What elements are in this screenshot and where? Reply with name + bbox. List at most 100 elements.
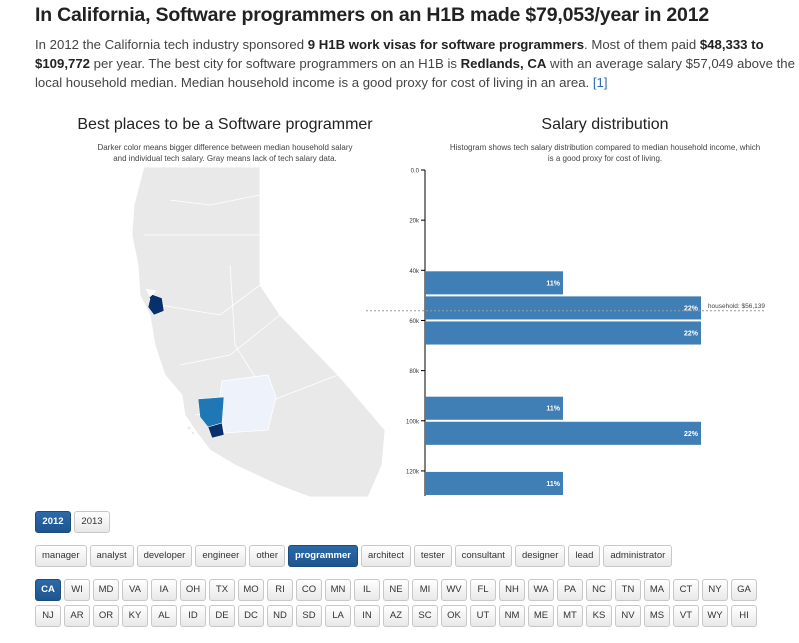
state-button-il[interactable]: IL (354, 579, 380, 601)
bar-label: 22% (684, 331, 699, 338)
state-button-az[interactable]: AZ (383, 605, 409, 627)
state-button-nj[interactable]: NJ (35, 605, 61, 627)
state-button-nd[interactable]: ND (267, 605, 293, 627)
state-button-ut[interactable]: UT (470, 605, 496, 627)
state-button-wa[interactable]: WA (528, 579, 554, 601)
bar-label: 11% (546, 280, 560, 287)
job-button-analyst[interactable]: analyst (89, 545, 134, 567)
state-button-md[interactable]: MD (93, 579, 119, 601)
intro-best-city: Redlands, CA (460, 56, 547, 71)
state-button-in[interactable]: IN (354, 605, 380, 627)
histogram-subtitle: Histogram shows tech salary distribution… (420, 142, 790, 164)
state-button-id[interactable]: ID (180, 605, 206, 627)
job-button-administrator[interactable]: administrator (603, 545, 673, 567)
state-selector-row1: CA WI MD VA IA OH TX MO RI CO MN IL NE MI WV FL NH WA PA NC… (35, 579, 757, 601)
state-button-wi[interactable]: WI (64, 579, 90, 601)
state-button-ne[interactable]: NE (383, 579, 409, 601)
map-subtitle: Darker color means bigger difference bet… (60, 142, 390, 164)
state-button-al[interactable]: AL (151, 605, 177, 627)
riverside-county (207, 422, 225, 439)
y-tick-label: 60k (409, 319, 420, 325)
bar-label: 22% (684, 305, 699, 312)
y-tick-label: 0.0 (411, 169, 420, 175)
y-tick-label: 80k (409, 369, 420, 375)
state-button-nv[interactable]: NV (615, 605, 641, 627)
year-button-2013[interactable]: 2013 (74, 511, 110, 533)
state-button-vt[interactable]: VT (673, 605, 699, 627)
state-button-tx[interactable]: TX (209, 579, 235, 601)
state-button-nh[interactable]: NH (499, 579, 525, 601)
state-button-mt[interactable]: MT (557, 605, 583, 627)
job-button-tester[interactable]: tester (413, 545, 452, 567)
state-button-ma[interactable]: MA (644, 579, 670, 601)
state-button-ia[interactable]: IA (151, 579, 177, 601)
bar-label: 11% (546, 406, 560, 413)
state-button-tn[interactable]: TN (615, 579, 641, 601)
intro-visa-count: 9 H1B work visas for software programmer… (307, 37, 585, 52)
state-button-wv[interactable]: WV (441, 579, 467, 601)
bay-area-peninsula (145, 288, 157, 298)
state-button-mo[interactable]: MO (238, 579, 264, 601)
salary-histogram: 0.0 20k 40k 60k 80k 100k 120k 11% 22% 22% 11% 22% 11… (366, 169, 766, 496)
map-title: Best places to be a Software programmer (77, 116, 373, 133)
state-button-sd[interactable]: SD (296, 605, 322, 627)
intro-text: with an average salary $57,049 above the… (35, 56, 795, 90)
state-selector-row2: NJ AR OR KY AL ID DE DC ND SD LA IN AZ SC OK UT NM ME MT KS… (35, 605, 757, 627)
state-button-ms[interactable]: MS (644, 605, 670, 627)
intro-text: . Most of them paid (584, 37, 700, 52)
state-button-ar[interactable]: AR (64, 605, 90, 627)
state-button-or[interactable]: OR (93, 605, 119, 627)
state-button-mi[interactable]: MI (412, 579, 438, 601)
state-button-de[interactable]: DE (209, 605, 235, 627)
job-button-architect[interactable]: architect (360, 545, 411, 567)
state-button-wy[interactable]: WY (702, 605, 728, 627)
job-button-developer[interactable]: developer (136, 545, 193, 567)
y-tick-label: 100k (406, 419, 420, 425)
job-button-programmer[interactable]: programmer (287, 545, 358, 567)
state-button-oh[interactable]: OH (180, 579, 206, 601)
histogram-title: Salary distribution (541, 116, 669, 133)
state-button-ga[interactable]: GA (731, 579, 757, 601)
state-button-nm[interactable]: NM (499, 605, 525, 627)
map-subtitle-line1: Darker color means bigger difference bet… (97, 143, 353, 152)
map-subtitle-line2: and individual tech salary. Gray means l… (113, 154, 337, 163)
island-shape (191, 431, 195, 435)
histogram-bar (425, 471, 563, 495)
state-button-hi[interactable]: HI (731, 605, 757, 627)
county-border (229, 264, 261, 386)
state-button-ok[interactable]: OK (441, 605, 467, 627)
state-button-me[interactable]: ME (528, 605, 554, 627)
state-button-pa[interactable]: PA (557, 579, 583, 601)
state-button-co[interactable]: CO (296, 579, 322, 601)
job-button-manager[interactable]: manager (35, 545, 87, 567)
y-tick-label: 40k (409, 269, 420, 275)
state-button-mn[interactable]: MN (325, 579, 351, 601)
state-button-ri[interactable]: RI (267, 579, 293, 601)
state-button-la[interactable]: LA (325, 605, 351, 627)
state-button-sc[interactable]: SC (412, 605, 438, 627)
state-button-ky[interactable]: KY (122, 605, 148, 627)
state-button-ca[interactable]: CA (35, 579, 61, 601)
state-button-fl[interactable]: FL (470, 579, 496, 601)
job-button-designer[interactable]: designer (514, 545, 566, 567)
state-button-nc[interactable]: NC (586, 579, 612, 601)
year-button-2012[interactable]: 2012 (35, 511, 71, 533)
county-border (169, 194, 261, 206)
island-shape (187, 426, 191, 430)
state-button-ny[interactable]: NY (702, 579, 728, 601)
job-button-lead[interactable]: lead (568, 545, 601, 567)
histogram-bar (425, 421, 701, 445)
reference-link[interactable]: [1] (592, 75, 608, 90)
job-button-engineer[interactable]: engineer (195, 545, 247, 567)
state-button-ct[interactable]: CT (673, 579, 699, 601)
state-button-ks[interactable]: KS (586, 605, 612, 627)
histogram-bar (425, 271, 563, 295)
job-button-consultant[interactable]: consultant (454, 545, 512, 567)
year-selector: 2012 2013 (35, 511, 110, 533)
household-median-label: household: $56,139 (708, 303, 765, 310)
county-border (179, 314, 281, 366)
state-button-dc[interactable]: DC (238, 605, 264, 627)
state-button-va[interactable]: VA (122, 579, 148, 601)
job-button-other[interactable]: other (249, 545, 285, 567)
intro-paragraph: In 2012 the California tech industry spo… (35, 35, 795, 92)
